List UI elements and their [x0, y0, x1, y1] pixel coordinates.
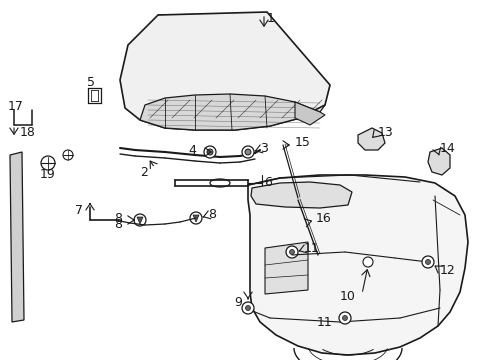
Circle shape [421, 256, 433, 268]
Text: 10: 10 [340, 291, 355, 303]
Text: 4: 4 [188, 144, 196, 157]
Circle shape [206, 149, 213, 155]
Text: 12: 12 [439, 264, 455, 276]
Text: 2: 2 [140, 166, 148, 179]
Circle shape [244, 149, 250, 155]
Circle shape [41, 156, 55, 170]
Polygon shape [427, 148, 449, 175]
Circle shape [190, 212, 202, 224]
Circle shape [425, 260, 429, 265]
Text: 11: 11 [316, 315, 331, 328]
Circle shape [289, 249, 294, 255]
Polygon shape [120, 12, 329, 130]
Polygon shape [10, 152, 24, 322]
Polygon shape [158, 13, 267, 16]
Text: 8: 8 [114, 217, 122, 230]
Text: 9: 9 [234, 296, 242, 309]
Polygon shape [193, 215, 199, 222]
Circle shape [342, 315, 347, 320]
Polygon shape [137, 217, 142, 224]
Polygon shape [247, 175, 467, 355]
Text: 7: 7 [75, 203, 83, 216]
Circle shape [245, 306, 250, 310]
Circle shape [203, 146, 216, 158]
Circle shape [338, 312, 350, 324]
Text: 13: 13 [377, 126, 393, 139]
Polygon shape [357, 128, 384, 150]
Text: 15: 15 [294, 135, 310, 148]
Circle shape [285, 246, 297, 258]
Text: 11: 11 [304, 243, 319, 256]
Text: 1: 1 [266, 12, 274, 25]
Text: 14: 14 [439, 141, 455, 154]
Text: 3: 3 [260, 141, 267, 154]
Polygon shape [140, 94, 325, 130]
Text: 17: 17 [8, 100, 24, 113]
Text: 5: 5 [87, 76, 95, 89]
Polygon shape [250, 182, 351, 208]
Circle shape [242, 302, 253, 314]
Polygon shape [264, 242, 307, 294]
Text: 8: 8 [114, 211, 122, 225]
Text: 18: 18 [20, 126, 36, 139]
Circle shape [63, 150, 73, 160]
Text: 16: 16 [315, 211, 331, 225]
Text: 6: 6 [264, 176, 271, 189]
Text: 19: 19 [40, 167, 56, 180]
Text: 8: 8 [207, 208, 216, 221]
Circle shape [134, 214, 146, 226]
Circle shape [362, 257, 372, 267]
Circle shape [242, 146, 253, 158]
Polygon shape [294, 102, 325, 125]
